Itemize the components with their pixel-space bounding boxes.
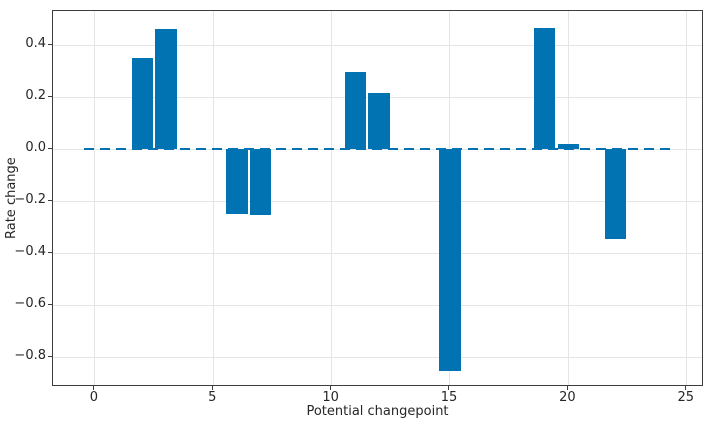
x-axis-label: Potential changepoint [306,404,449,419]
y-tick [48,199,52,201]
v-gridline [567,11,569,385]
y-tick-label: −0.6 [14,296,46,312]
y-tick [48,43,52,45]
y-tick [48,147,52,149]
x-tick [330,386,332,390]
bar [226,149,248,215]
x-tick [566,386,568,390]
h-gridline [53,252,702,254]
x-tick [93,386,95,390]
h-gridline [53,44,702,46]
h-gridline [53,200,702,202]
x-tick-label: 25 [677,390,694,405]
x-tick-label: 10 [322,390,339,405]
y-tick [48,303,52,305]
y-tick-label: −0.2 [14,192,46,208]
y-tick-label: 0.4 [25,36,46,52]
x-tick [211,386,213,390]
y-tick-label: 0.2 [25,88,46,104]
bar [534,28,556,150]
y-tick [48,251,52,253]
bar [155,29,177,150]
v-gridline [94,11,96,385]
h-gridline [53,304,702,306]
x-tick [448,386,450,390]
y-tick-label: −0.8 [14,348,46,364]
y-tick [48,355,52,357]
y-tick-label: −0.4 [14,244,46,260]
x-tick-label: 20 [559,390,576,405]
bar [131,58,153,150]
v-gridline [686,11,688,385]
x-tick-label: 0 [89,390,99,405]
plot-area [52,10,703,386]
x-tick [685,386,687,390]
x-tick-label: 15 [440,390,458,405]
v-gridline [212,11,214,385]
y-tick [48,95,52,97]
y-tick-label: 0.0 [25,140,46,156]
bar [368,93,390,150]
bar [344,72,366,150]
zero-line [84,148,674,151]
bar [439,149,461,372]
x-tick-label: 5 [208,390,217,405]
h-gridline [53,356,702,358]
bar [605,149,627,239]
bar [557,143,579,150]
v-gridline [331,11,333,385]
bar [249,149,272,216]
